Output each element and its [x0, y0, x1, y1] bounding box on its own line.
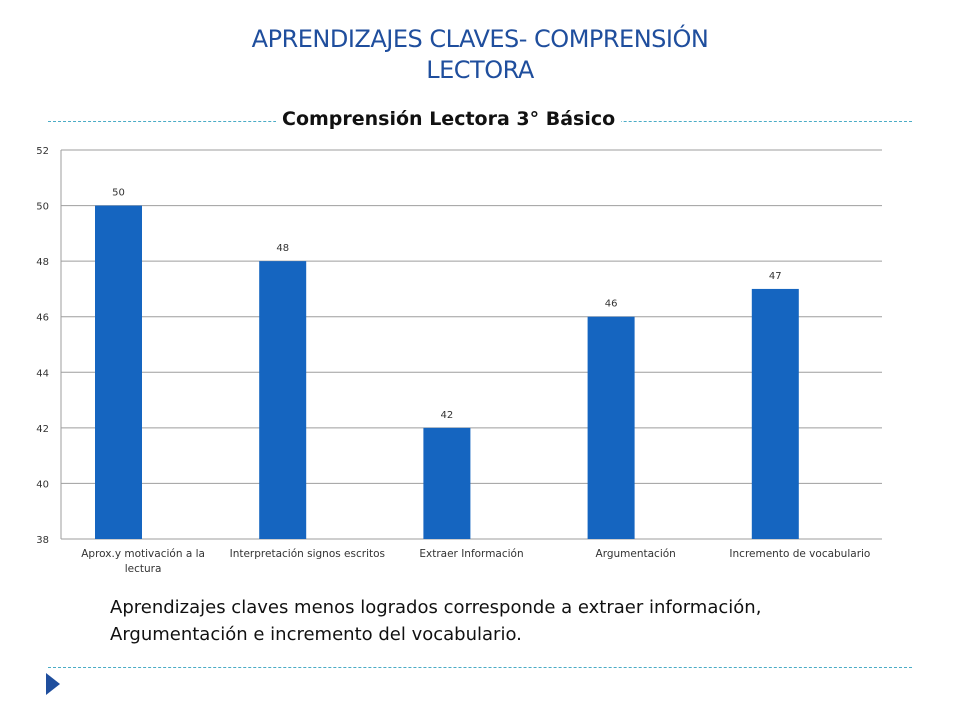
y-tick-label: 50	[36, 202, 49, 213]
y-tick-label: 44	[36, 368, 49, 379]
bar	[423, 427, 471, 539]
data-label: 50	[112, 188, 125, 199]
y-tick-label: 40	[36, 479, 49, 490]
slide-title: APRENDIZAJES CLAVES- COMPRENSIÓN LECTORA	[140, 24, 820, 86]
x-tick-label: Argumentación	[596, 548, 676, 560]
bottom-divider	[48, 667, 912, 668]
x-tick-label: lectura	[125, 563, 162, 575]
bar	[751, 288, 799, 539]
data-label: 48	[276, 243, 289, 254]
x-tick-label: Extraer Información	[419, 548, 523, 560]
y-tick-label: 46	[36, 313, 49, 324]
bar	[259, 261, 307, 539]
next-slide-arrow-icon[interactable]	[46, 673, 62, 695]
data-label: 47	[769, 271, 782, 282]
x-tick-label: Aprox.y motivación a la	[81, 548, 205, 560]
x-tick-label: Incremento de vocabulario	[729, 548, 870, 560]
caption-line2: Argumentación e incremento del vocabular…	[110, 624, 522, 645]
y-tick-label: 38	[36, 535, 49, 546]
y-tick-label: 42	[36, 424, 49, 435]
slide-title-line2: LECTORA	[426, 56, 534, 84]
bar	[95, 205, 142, 540]
chart-title: Comprensión Lectora 3° Básico	[276, 106, 622, 132]
y-tick-label: 52	[36, 146, 49, 157]
bar	[587, 316, 635, 539]
data-label: 42	[441, 410, 454, 421]
caption-line1: Aprendizajes claves menos logrados corre…	[110, 597, 762, 618]
slide-title-line1: APRENDIZAJES CLAVES- COMPRENSIÓN	[251, 25, 709, 53]
y-tick-label: 48	[36, 257, 49, 268]
x-tick-label: Interpretación signos escritos	[230, 548, 385, 560]
data-label: 46	[605, 299, 618, 310]
caption: Aprendizajes claves menos logrados corre…	[110, 594, 910, 648]
